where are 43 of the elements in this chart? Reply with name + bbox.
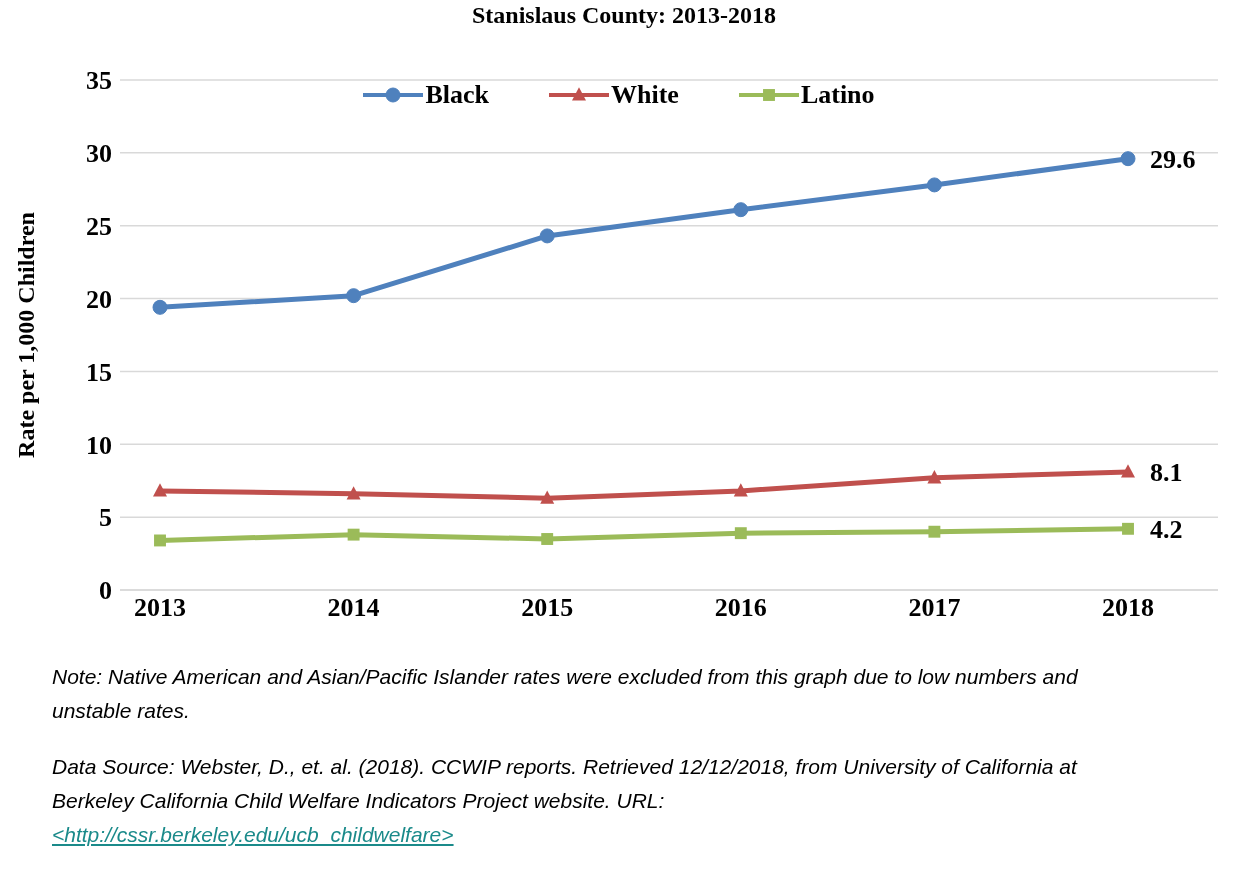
y-tick-label: 15 bbox=[86, 357, 112, 387]
point bbox=[1120, 151, 1136, 167]
chart-title: Stanislaus County: 2013-2018 bbox=[470, 1, 778, 30]
point bbox=[734, 527, 747, 540]
point bbox=[733, 202, 749, 218]
point bbox=[541, 533, 554, 545]
point bbox=[1121, 464, 1135, 478]
x-tick-label: 2016 bbox=[714, 593, 767, 623]
point bbox=[539, 228, 555, 244]
point bbox=[346, 288, 362, 304]
legend-label: Black bbox=[425, 80, 489, 110]
y-tick-label: 20 bbox=[86, 284, 112, 314]
point bbox=[926, 177, 942, 193]
y-tick-label: 0 bbox=[99, 576, 112, 606]
point bbox=[153, 483, 167, 497]
y-tick-label: 10 bbox=[86, 430, 112, 460]
y-tick-label: 5 bbox=[99, 503, 112, 533]
point bbox=[347, 528, 360, 541]
point bbox=[152, 299, 168, 315]
x-tick-label: 2015 bbox=[521, 593, 574, 623]
y-tick-label: 35 bbox=[86, 66, 112, 96]
data-label: 4.2 bbox=[1150, 514, 1183, 544]
y-tick-label: 25 bbox=[86, 211, 112, 241]
source-note: Data Source: Webster, D., et. al. (2018). CCWIP reports. Retrieved 12/12/2018, from University of California at Berkeley California Child Welfare Indicators Project website. URL: bbox=[52, 754, 1079, 814]
x-tick-label: 2014 bbox=[327, 593, 380, 623]
legend-label: White bbox=[611, 80, 679, 110]
x-tick-label: 2018 bbox=[1102, 593, 1154, 623]
point bbox=[928, 525, 941, 538]
y-axis-title: Rate per 1,000 Children bbox=[12, 212, 39, 458]
point bbox=[540, 490, 555, 504]
x-tick-label: 2017 bbox=[908, 593, 961, 623]
point bbox=[346, 486, 361, 500]
x-tick-label: 2013 bbox=[134, 593, 186, 623]
legend-label: Latino bbox=[800, 80, 875, 110]
y-tick-label: 30 bbox=[86, 139, 112, 169]
point bbox=[733, 483, 748, 497]
point bbox=[927, 470, 942, 484]
point bbox=[1122, 522, 1134, 535]
point bbox=[154, 534, 166, 547]
data-label: 8.1 bbox=[1150, 457, 1183, 487]
text: <http://cssr.berkeley.edu/ucb_childwelfare> bbox=[52, 822, 455, 848]
data-label: 29.6 bbox=[1150, 144, 1196, 174]
text: Note: Native American and Asian/Pacific Islander rates were excluded from this graph due to low numbers and unstable rates. bbox=[52, 664, 1079, 724]
